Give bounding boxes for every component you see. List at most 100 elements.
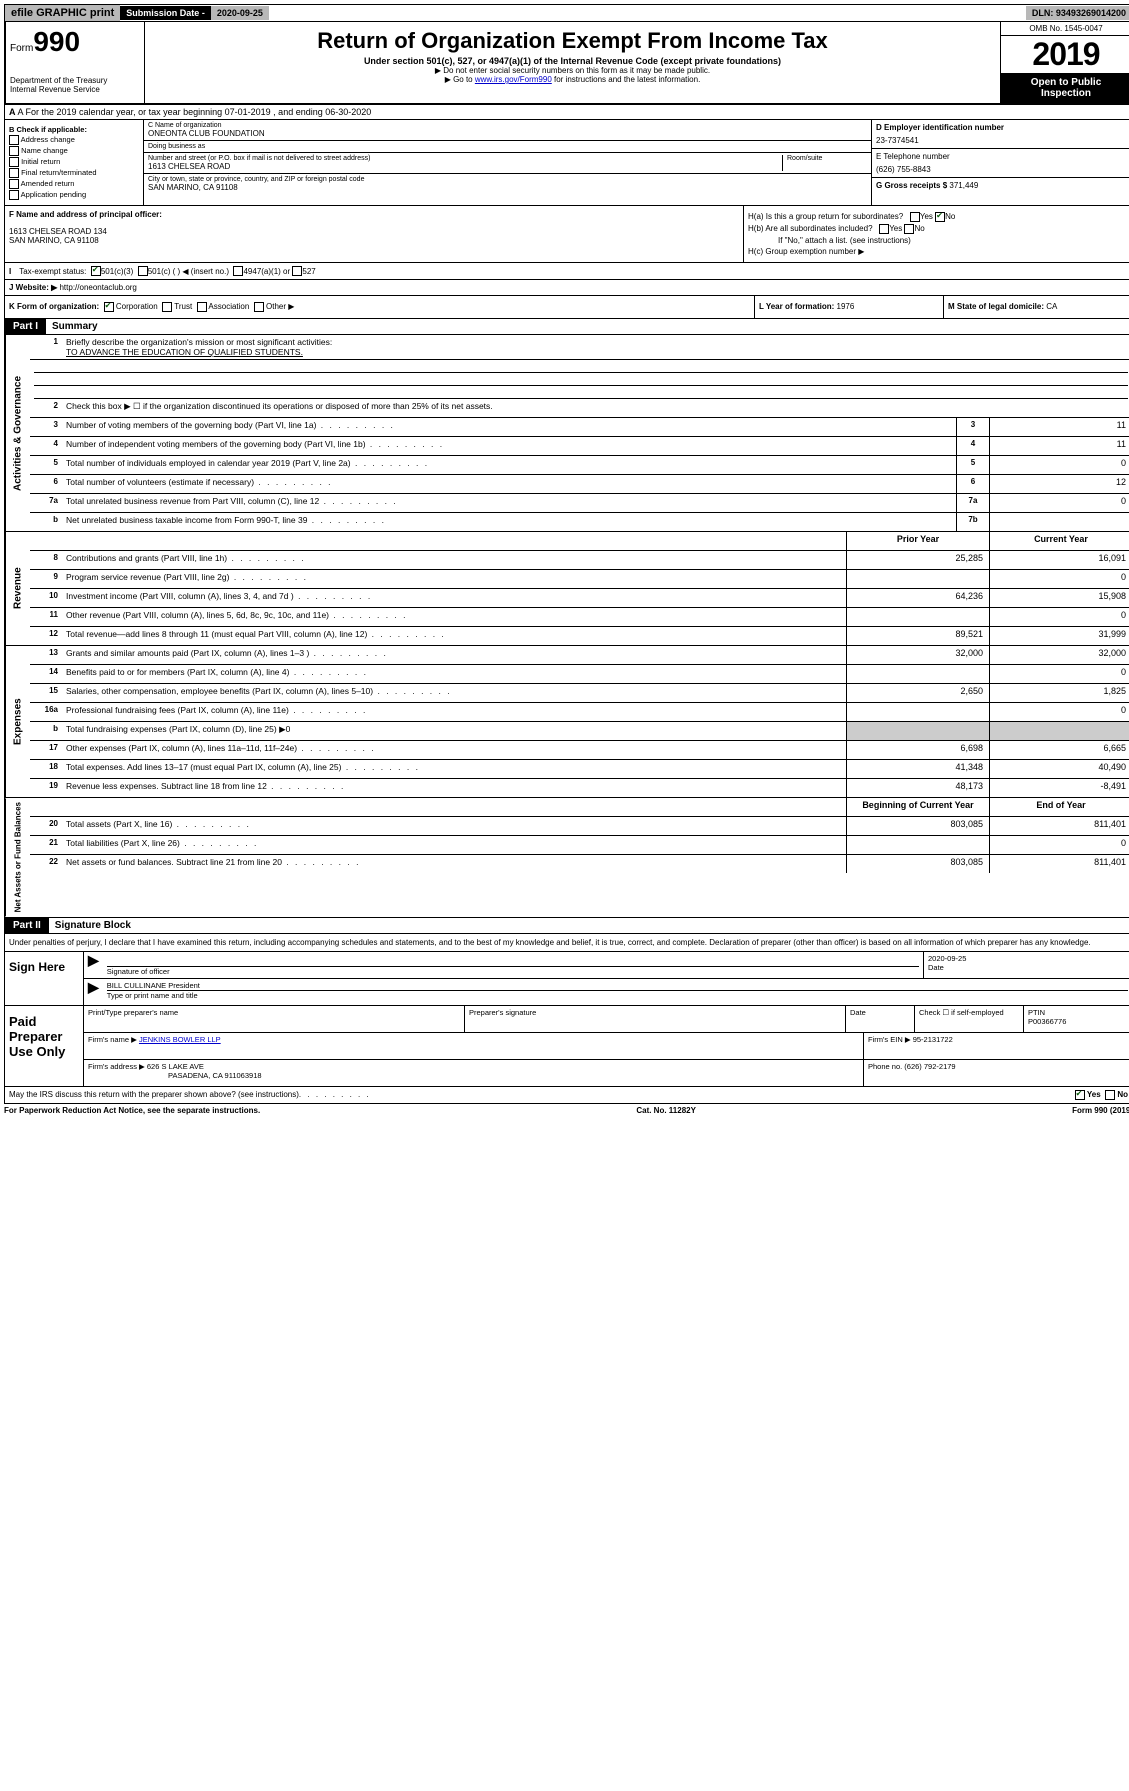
dots <box>299 1090 371 1099</box>
tax-year: 2019 <box>1001 36 1129 73</box>
open-public: Open to Public Inspection <box>1001 73 1129 103</box>
colh-current: Current Year <box>989 532 1129 550</box>
chk-hb-yes[interactable] <box>879 224 889 234</box>
ein-value: 23-7374541 <box>876 136 1128 145</box>
efile-label[interactable]: efile GRAPHIC print <box>5 5 120 21</box>
chk-4947[interactable] <box>233 266 243 276</box>
table-row: 11Other revenue (Part VIII, column (A), … <box>30 608 1129 627</box>
l-label: L Year of formation: <box>759 302 837 311</box>
chk-527[interactable] <box>292 266 302 276</box>
officer-name: BILL CULLINANE President <box>107 981 200 990</box>
paid-block: Paid Preparer Use Only Print/Type prepar… <box>4 1006 1129 1087</box>
table-row: 21Total liabilities (Part X, line 26)0 <box>30 836 1129 855</box>
colh-end: End of Year <box>989 798 1129 816</box>
chk-initial[interactable] <box>9 157 19 167</box>
prep-name-label: Print/Type preparer's name <box>84 1006 465 1032</box>
opt-initial: Initial return <box>21 157 60 166</box>
chk-501c3[interactable] <box>91 266 101 276</box>
officer-label: F Name and address of principal officer: <box>9 210 162 219</box>
chk-discuss-yes[interactable] <box>1075 1090 1085 1100</box>
opt-address: Address change <box>21 135 75 144</box>
chk-ha-yes[interactable] <box>910 212 920 222</box>
part2-title: Signature Block <box>49 918 137 933</box>
expenses-table: Expenses 13Grants and similar amounts pa… <box>4 646 1129 798</box>
part2-row: Part II Signature Block <box>4 918 1129 934</box>
section-fh: F Name and address of principal officer:… <box>4 206 1129 263</box>
header-mid: Return of Organization Exempt From Incom… <box>145 22 1000 103</box>
org-city: SAN MARINO, CA 91108 <box>148 183 867 192</box>
name-label: Type or print name and title <box>107 991 1128 1000</box>
mission-line <box>34 373 1128 386</box>
te-label: Tax-exempt status: <box>19 267 86 276</box>
te-527: 527 <box>302 267 315 276</box>
sign-block: Sign Here ▶ Signature of officer 2020-09… <box>4 952 1129 1006</box>
chk-amended[interactable] <box>9 179 19 189</box>
firm-addr1: 626 S LAKE AVE <box>147 1062 204 1071</box>
chk-name[interactable] <box>9 146 19 156</box>
arrow-icon: ▶ <box>84 952 103 978</box>
chk-corp[interactable] <box>104 302 114 312</box>
city-label: City or town, state or province, country… <box>148 176 867 183</box>
colb-title: B Check if applicable: <box>9 125 87 134</box>
opt-amended: Amended return <box>21 179 75 188</box>
chk-501c[interactable] <box>138 266 148 276</box>
top-bar: efile GRAPHIC print Submission Date - 20… <box>4 4 1129 22</box>
officer-addr2: SAN MARINO, CA 91108 <box>9 236 739 245</box>
irs-link[interactable]: www.irs.gov/Form990 <box>475 75 552 84</box>
hb-note: If "No," attach a list. (see instruction… <box>748 236 1128 245</box>
activities-table: Activities & Governance 1Briefly describ… <box>4 335 1129 532</box>
side-activities: Activities & Governance <box>5 335 30 531</box>
l-value: 1976 <box>837 302 855 311</box>
sig-date-label: Date <box>928 963 1128 972</box>
dln: DLN: 93493269014200 <box>1026 6 1129 20</box>
firm-addr2: PASADENA, CA 911063918 <box>88 1071 262 1080</box>
footer-mid: Cat. No. 11282Y <box>636 1106 696 1115</box>
revenue-table: Revenue Prior YearCurrent Year 8Contribu… <box>4 532 1129 646</box>
table-row: 16aProfessional fundraising fees (Part I… <box>30 703 1129 722</box>
opt-final: Final return/terminated <box>21 168 96 177</box>
form-title: Return of Organization Exempt From Incom… <box>149 28 996 54</box>
col-d: D Employer identification number 23-7374… <box>871 120 1129 205</box>
chk-ha-no[interactable] <box>935 212 945 222</box>
ptin-value: P00366776 <box>1028 1017 1066 1026</box>
chk-discuss-no[interactable] <box>1105 1090 1115 1100</box>
chk-pending[interactable] <box>9 190 19 200</box>
chk-trust[interactable] <box>162 302 172 312</box>
mission-line <box>34 360 1128 373</box>
firm-ein: 95-2131722 <box>913 1035 953 1044</box>
note2-pre: ▶ Go to <box>445 75 475 84</box>
chk-address[interactable] <box>9 135 19 145</box>
firm-name[interactable]: JENKINS BOWLER LLP <box>139 1035 221 1044</box>
table-row: 13Grants and similar amounts paid (Part … <box>30 646 1129 665</box>
gross-label: G Gross receipts $ <box>876 181 947 190</box>
side-revenue: Revenue <box>5 532 30 645</box>
hb-label: H(b) Are all subordinates included? <box>748 224 873 233</box>
chk-other[interactable] <box>254 302 264 312</box>
perjury-text: Under penalties of perjury, I declare th… <box>4 934 1129 952</box>
row-website: J Website: ▶ http://oneontaclub.org <box>4 280 1129 296</box>
k-corp: Corporation <box>116 302 158 311</box>
sig-date: 2020-09-25 <box>928 954 1128 963</box>
no-label: No <box>1117 1090 1128 1099</box>
tel-label: E Telephone number <box>876 152 1128 161</box>
chk-assoc[interactable] <box>197 302 207 312</box>
row-a-period: A A For the 2019 calendar year, or tax y… <box>4 105 1129 120</box>
colh-prior: Prior Year <box>846 532 989 550</box>
chk-final[interactable] <box>9 168 19 178</box>
form-note1: ▶ Do not enter social security numbers o… <box>149 66 996 75</box>
prep-date-label: Date <box>846 1006 915 1032</box>
table-row: 22Net assets or fund balances. Subtract … <box>30 855 1129 873</box>
col-h: H(a) Is this a group return for subordin… <box>744 206 1129 262</box>
netassets-table: Net Assets or Fund Balances Beginning of… <box>4 798 1129 917</box>
chk-hb-no[interactable] <box>904 224 914 234</box>
prep-sig-label: Preparer's signature <box>465 1006 846 1032</box>
org-name: ONEONTA CLUB FOUNDATION <box>148 129 867 138</box>
org-address: 1613 CHELSEA ROAD <box>148 162 782 171</box>
table-row: bTotal fundraising expenses (Part IX, co… <box>30 722 1129 741</box>
phone-value: (626) 792-2179 <box>904 1062 955 1071</box>
k-label: K Form of organization: <box>9 302 99 311</box>
col-c: C Name of organization ONEONTA CLUB FOUN… <box>144 120 871 205</box>
submission-date: 2020-09-25 <box>211 6 269 20</box>
table-row: 19Revenue less expenses. Subtract line 1… <box>30 779 1129 797</box>
ein-label: D Employer identification number <box>876 123 1004 132</box>
